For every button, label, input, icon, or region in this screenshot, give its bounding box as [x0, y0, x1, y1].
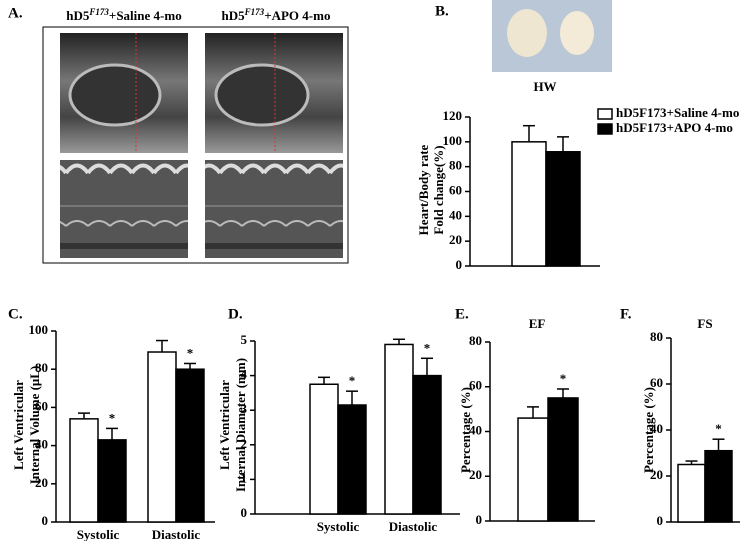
bar [517, 417, 549, 522]
panel-label: E. [455, 306, 469, 322]
chart-title: EF [529, 316, 546, 331]
y-tick-label: 80 [650, 329, 663, 344]
chart-title: HW [533, 79, 556, 94]
y-tick-label: 20 [35, 475, 48, 490]
y-tick-label: 1 [241, 470, 248, 485]
panel-label: F. [620, 306, 632, 322]
y-axis-label: Left Ventricular [11, 380, 26, 470]
chart-title: FS [697, 316, 712, 331]
m-mode-image [60, 160, 188, 258]
y-tick-label: 80 [35, 360, 48, 375]
y-axis-label: Internal Volume (μL) [27, 366, 42, 485]
y-tick-label: 80 [449, 158, 462, 173]
y-tick-label: 5 [241, 332, 248, 347]
x-tick-label: Diastolic [389, 519, 438, 534]
y-tick-label: 60 [650, 375, 663, 390]
y-tick-label: 60 [449, 182, 462, 197]
y-axis-label: Percentage (%) [458, 387, 473, 473]
bar [337, 404, 367, 515]
header-text: +APO 4-mo [264, 8, 330, 23]
y-tick-label: 0 [657, 513, 664, 528]
y-tick-label: 2 [241, 436, 248, 451]
y-tick-label: 60 [35, 398, 48, 413]
header-sup: F173 [88, 7, 109, 17]
bar [69, 418, 99, 523]
y-tick-label: 3 [241, 401, 248, 416]
y-axis-label: Fold change(%) [431, 145, 446, 234]
panel-label: D. [228, 306, 243, 322]
bar [545, 151, 581, 267]
x-tick-label: Systolic [77, 527, 120, 541]
header-text: +Saline 4-mo [109, 8, 182, 23]
bar [175, 368, 205, 523]
y-tick-label: 20 [469, 467, 482, 482]
legend-swatch [597, 123, 613, 135]
panel-label: C. [8, 306, 23, 322]
legend-label: hD5F173+APO 4-mo [616, 120, 733, 135]
y-tick-label: 0 [476, 512, 483, 527]
header-text: hD5 [66, 8, 90, 23]
panel-a: A. hD5F173+Saline 4-mo hD5F173+APO 4-mo [8, 5, 349, 264]
significance: * [560, 371, 567, 386]
y-tick-label: 4 [241, 367, 248, 382]
y-tick-label: 0 [456, 257, 463, 272]
y-tick-label: 60 [469, 378, 482, 393]
bar [147, 351, 177, 523]
header-text: hD5 [222, 8, 246, 23]
significance: * [109, 410, 116, 425]
panel-label: A. [8, 5, 23, 21]
y-tick-label: 0 [42, 513, 49, 528]
y-tick-label: 80 [469, 333, 482, 348]
x-tick-label: Diastolic [152, 527, 201, 541]
echo-image [214, 63, 310, 127]
y-tick-label: 100 [443, 133, 463, 148]
y-axis-label: Internal Diameter (mm) [233, 358, 248, 492]
bar [547, 397, 579, 522]
legend-label: hD5F173+Saline 4-mo [616, 105, 739, 120]
legend-swatch [597, 108, 613, 120]
y-axis-label: Left Ventricular [217, 380, 232, 470]
frame [42, 26, 349, 264]
y-axis-label: Heart/Body rate [416, 144, 431, 235]
y-axis-label: Percentage (%) [641, 387, 656, 473]
heart-photo [492, 0, 612, 72]
echo-image [68, 63, 162, 127]
bar [309, 383, 339, 515]
y-tick-label: 20 [449, 232, 462, 247]
heart [560, 11, 594, 55]
y-tick-label: 100 [29, 322, 49, 337]
bar [511, 141, 547, 267]
bar [677, 463, 706, 523]
x-tick-label: Systolic [317, 519, 360, 534]
bar [384, 343, 414, 515]
y-tick-label: 20 [650, 467, 663, 482]
y-tick-label: 0 [241, 505, 248, 520]
significance: * [424, 340, 431, 355]
m-mode-image [205, 160, 343, 258]
panel-label: B. [435, 3, 449, 19]
group-header: hD5F173+Saline 4-mo [66, 7, 181, 23]
bar [97, 439, 127, 523]
heart [507, 9, 547, 57]
significance: * [715, 421, 722, 436]
header-sup: F173 [244, 7, 265, 17]
significance: * [187, 345, 194, 360]
bar [412, 374, 442, 515]
bar [704, 449, 733, 523]
y-tick-label: 40 [650, 421, 663, 436]
group-header: hD5F173+APO 4-mo [222, 7, 331, 23]
y-tick-label: 40 [35, 437, 48, 452]
y-tick-label: 40 [449, 207, 462, 222]
significance: * [349, 373, 356, 388]
y-tick-label: 120 [443, 108, 463, 123]
y-tick-label: 40 [469, 422, 482, 437]
